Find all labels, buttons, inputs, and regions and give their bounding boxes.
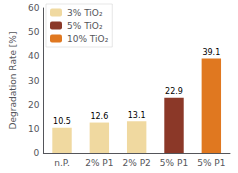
svg-text:n.P.: n.P. <box>54 158 69 168</box>
svg-text:20: 20 <box>28 100 40 110</box>
svg-text:5% TiO₂: 5% TiO₂ <box>67 21 103 31</box>
svg-text:40: 40 <box>28 51 40 61</box>
svg-text:30: 30 <box>28 76 40 86</box>
svg-text:0: 0 <box>34 148 40 158</box>
svg-text:50: 50 <box>28 27 40 37</box>
svg-text:12.6: 12.6 <box>90 112 108 121</box>
svg-text:2% P2: 2% P2 <box>123 158 151 168</box>
svg-text:10: 10 <box>28 124 40 134</box>
svg-text:3% TiO₂: 3% TiO₂ <box>67 8 103 18</box>
svg-text:5% P1: 5% P1 <box>160 158 188 168</box>
svg-text:22.9: 22.9 <box>165 87 183 96</box>
svg-text:10% TiO₂: 10% TiO₂ <box>67 34 109 44</box>
svg-text:39.1: 39.1 <box>202 48 220 57</box>
svg-text:13.1: 13.1 <box>128 111 146 120</box>
svg-text:5% P1: 5% P1 <box>197 158 225 168</box>
svg-text:2% P1: 2% P1 <box>85 158 113 168</box>
svg-text:60: 60 <box>28 3 40 13</box>
svg-text:Degradation Rate [%]: Degradation Rate [%] <box>8 32 18 130</box>
svg-text:10.5: 10.5 <box>53 117 71 126</box>
